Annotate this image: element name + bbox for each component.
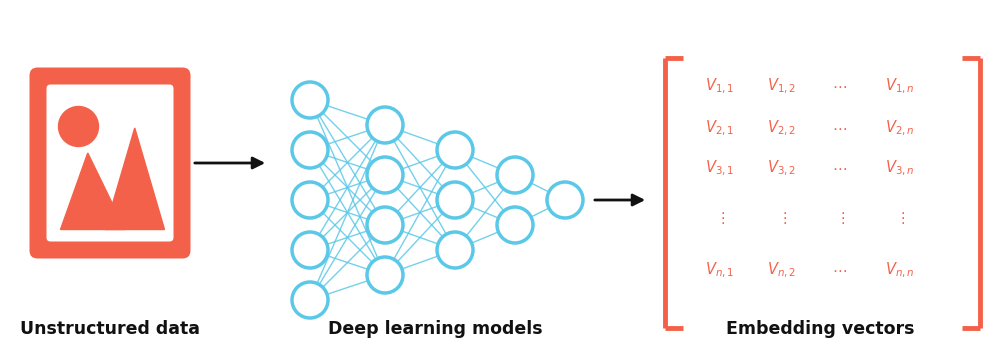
Text: $V_{n,1}$: $V_{n,1}$ — [705, 260, 735, 280]
Text: $V_{n,2}$: $V_{n,2}$ — [767, 260, 797, 280]
Circle shape — [292, 182, 328, 218]
Text: $\vdots$: $\vdots$ — [715, 210, 725, 226]
Polygon shape — [60, 153, 125, 229]
Text: $\cdots$: $\cdots$ — [832, 262, 848, 277]
FancyBboxPatch shape — [30, 68, 190, 259]
Text: $\vdots$: $\vdots$ — [777, 210, 787, 226]
Circle shape — [497, 157, 533, 193]
Text: Deep learning models: Deep learning models — [328, 320, 542, 338]
FancyBboxPatch shape — [46, 85, 174, 242]
Polygon shape — [105, 128, 164, 229]
Text: $V_{1,n}$: $V_{1,n}$ — [885, 76, 915, 96]
Circle shape — [292, 132, 328, 168]
Text: $V_{n,n}$: $V_{n,n}$ — [885, 260, 915, 280]
Circle shape — [292, 282, 328, 318]
Circle shape — [367, 107, 403, 143]
Circle shape — [367, 207, 403, 243]
Text: $V_{3,n}$: $V_{3,n}$ — [885, 158, 915, 177]
Circle shape — [437, 232, 473, 268]
Circle shape — [367, 257, 403, 293]
Text: $V_{2,2}$: $V_{2,2}$ — [767, 118, 797, 138]
Text: $V_{1,2}$: $V_{1,2}$ — [767, 76, 797, 96]
Text: $V_{2,1}$: $V_{2,1}$ — [705, 118, 735, 138]
Text: $\vdots$: $\vdots$ — [895, 210, 905, 226]
Text: $\cdots$: $\cdots$ — [832, 160, 848, 175]
Circle shape — [367, 157, 403, 193]
Circle shape — [547, 182, 583, 218]
Circle shape — [292, 232, 328, 268]
Text: $V_{2,n}$: $V_{2,n}$ — [885, 118, 915, 138]
Text: $\cdots$: $\cdots$ — [832, 79, 848, 94]
Text: $\cdots$: $\cdots$ — [832, 120, 848, 135]
Text: Unstructured data: Unstructured data — [20, 320, 200, 338]
Text: $V_{3,2}$: $V_{3,2}$ — [767, 158, 797, 177]
Text: $\vdots$: $\vdots$ — [835, 210, 845, 226]
Text: Embedding vectors: Embedding vectors — [726, 320, 914, 338]
Text: $V_{1,1}$: $V_{1,1}$ — [705, 76, 735, 96]
Circle shape — [292, 82, 328, 118]
Circle shape — [437, 132, 473, 168]
Circle shape — [437, 182, 473, 218]
Text: $V_{3,1}$: $V_{3,1}$ — [705, 158, 735, 177]
Circle shape — [497, 207, 533, 243]
Circle shape — [58, 106, 98, 147]
